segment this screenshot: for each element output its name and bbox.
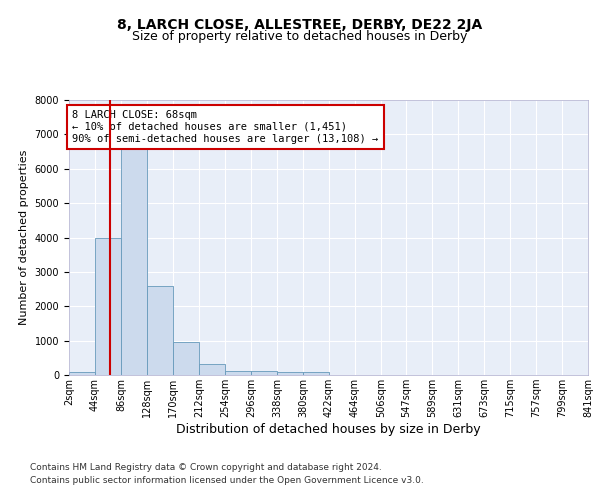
Bar <box>251 371 277 375</box>
Bar <box>303 372 329 375</box>
Bar <box>147 286 173 375</box>
Bar <box>225 370 251 375</box>
Y-axis label: Number of detached properties: Number of detached properties <box>19 150 29 325</box>
Bar <box>173 342 199 375</box>
Text: 8 LARCH CLOSE: 68sqm
← 10% of detached houses are smaller (1,451)
90% of semi-de: 8 LARCH CLOSE: 68sqm ← 10% of detached h… <box>72 110 379 144</box>
Bar <box>277 372 303 375</box>
Text: Size of property relative to detached houses in Derby: Size of property relative to detached ho… <box>133 30 467 43</box>
Text: Contains public sector information licensed under the Open Government Licence v3: Contains public sector information licen… <box>30 476 424 485</box>
Bar <box>121 148 147 375</box>
Text: 8, LARCH CLOSE, ALLESTREE, DERBY, DE22 2JA: 8, LARCH CLOSE, ALLESTREE, DERBY, DE22 2… <box>118 18 482 32</box>
X-axis label: Distribution of detached houses by size in Derby: Distribution of detached houses by size … <box>176 423 481 436</box>
Bar <box>95 238 121 375</box>
Bar <box>199 364 225 375</box>
Text: Contains HM Land Registry data © Crown copyright and database right 2024.: Contains HM Land Registry data © Crown c… <box>30 464 382 472</box>
Bar <box>69 372 95 375</box>
